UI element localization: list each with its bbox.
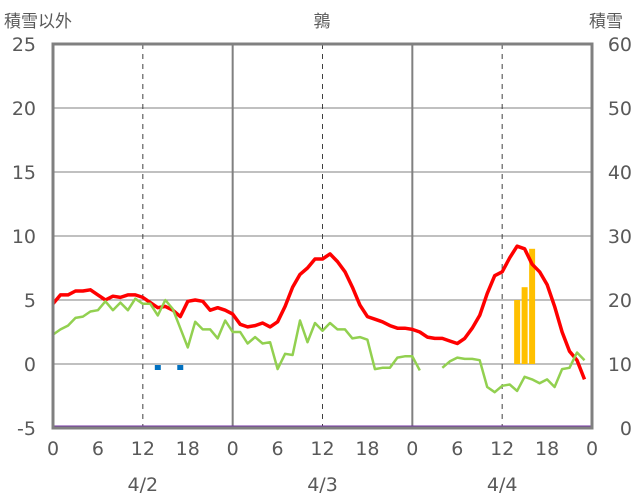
left-tick-label: 5 [24,290,36,312]
x-tick-label: 6 [451,438,463,460]
right-tick-label: 40 [608,162,632,184]
left-axis-label: 積雪以外 [4,12,72,32]
plot-frame [51,42,594,430]
precipitation-bar [154,365,161,370]
left-tick-label: 20 [12,98,36,120]
snow_depth-bar [514,300,521,364]
x-tick-label: 0 [406,438,418,460]
x-tick-label: 6 [272,438,284,460]
bar-layer [154,248,536,370]
snow_depth-bar [521,287,528,364]
snow_depth-bar [529,248,536,364]
date-label: 4/2 [128,474,159,496]
x-tick-label: 0 [586,438,598,460]
chart-title: 鶉 [314,12,331,32]
right-axis-label: 積雪 [589,12,623,32]
gridlines [53,44,592,428]
right-tick-label: 60 [608,34,632,56]
x-tick-label: 12 [490,438,514,460]
x-tick-label: 18 [535,438,559,460]
left-tick-label: 10 [12,226,36,248]
right-tick-label: 20 [608,290,632,312]
x-tick-label: 12 [131,438,155,460]
x-tick-label: 0 [227,438,239,460]
right-tick-label: 30 [608,226,632,248]
x-tick-label: 18 [355,438,379,460]
precipitation-bar [177,365,184,370]
left-tick-label: -5 [17,418,36,440]
right-tick-label: 0 [620,418,632,440]
x-tick-label: 12 [310,438,334,460]
right-tick-label: 10 [608,354,632,376]
x-tick-label: 6 [92,438,104,460]
dewpoint-line [52,297,586,394]
left-tick-label: 15 [12,162,36,184]
x-tick-label: 0 [47,438,59,460]
left-tick-label: 0 [24,354,36,376]
left-tick-label: 25 [12,34,36,56]
temperature-line [51,244,587,381]
date-label: 4/3 [307,474,338,496]
right-tick-label: 50 [608,98,632,120]
x-tick-label: 18 [176,438,200,460]
date-label: 4/4 [487,474,518,496]
